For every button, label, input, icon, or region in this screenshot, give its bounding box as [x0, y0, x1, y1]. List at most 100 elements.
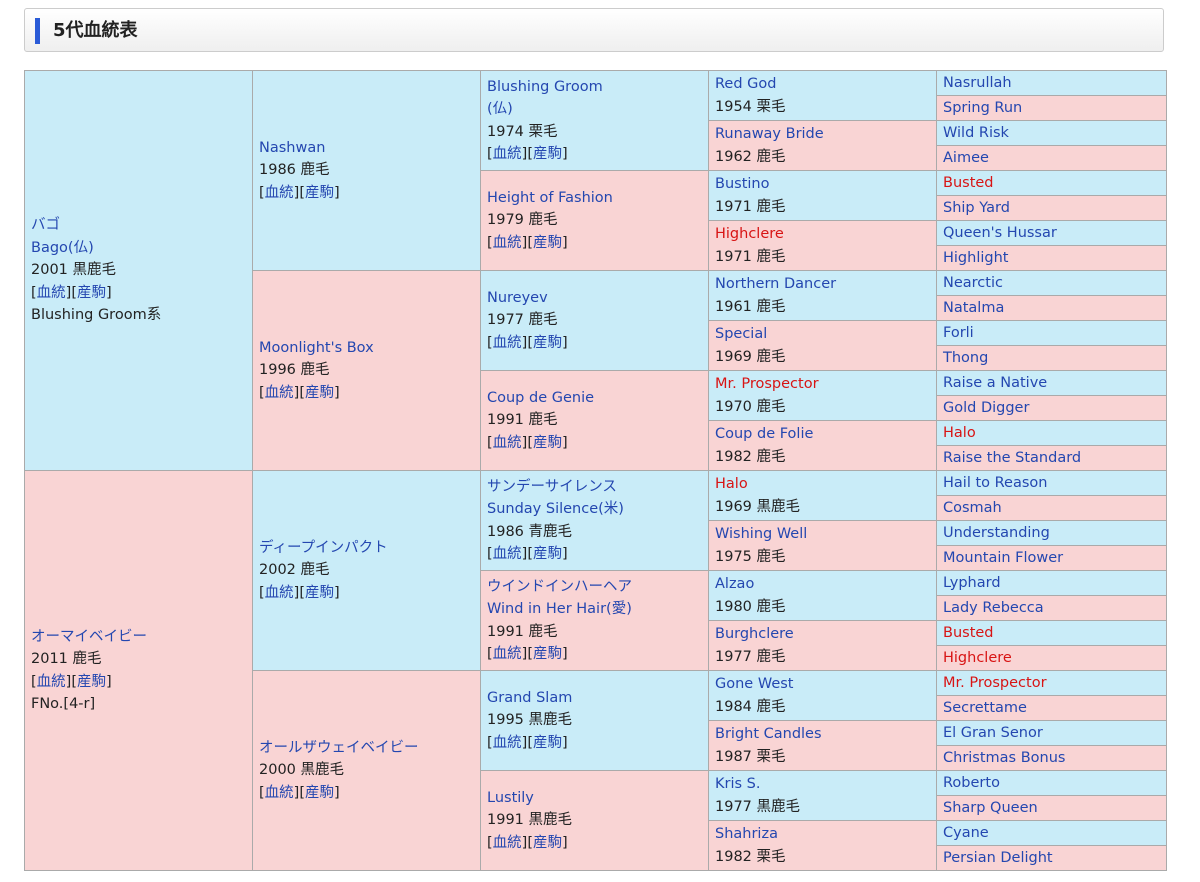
pedigree-cell: Wishing Well 1975 鹿毛 — [708, 520, 937, 571]
horse-name[interactable]: Nashwan — [259, 139, 326, 156]
horse-name[interactable]: Ship Yard — [943, 199, 1010, 216]
horse-name[interactable]: Lyphard — [943, 574, 1001, 591]
horse-name[interactable]: Gone West — [715, 676, 794, 692]
link[interactable]: 産駒 — [533, 646, 562, 662]
link[interactable]: 血統 — [36, 673, 66, 690]
link[interactable]: 血統 — [492, 546, 522, 562]
horse-name[interactable]: Shahriza — [715, 826, 778, 842]
horse-name[interactable]: Highclere — [943, 649, 1012, 666]
horse-name[interactable]: Sunday Silence(米) — [487, 501, 624, 517]
horse-name[interactable]: Mountain Flower — [943, 549, 1064, 566]
horse-name[interactable]: Mr. Prospector — [943, 674, 1047, 691]
horse-name[interactable]: Thong — [943, 349, 989, 366]
horse-name[interactable]: Queen's Hussar — [943, 224, 1057, 241]
horse-name[interactable]: Highlight — [943, 249, 1009, 266]
horse-name[interactable]: Bustino — [715, 176, 770, 192]
bracket: ][ — [521, 234, 533, 251]
horse-name[interactable]: Cosmah — [943, 499, 1002, 516]
link[interactable]: 血統 — [492, 146, 522, 162]
link[interactable]: 産駒 — [305, 584, 334, 601]
link[interactable]: 血統 — [264, 784, 294, 801]
horse-name[interactable]: ウインドインハーヘア — [487, 578, 632, 595]
horse-name[interactable]: Christmas Bonus — [943, 749, 1066, 766]
link[interactable]: 血統 — [264, 384, 294, 401]
link[interactable]: 産駒 — [533, 734, 562, 751]
link[interactable]: 産駒 — [533, 546, 562, 562]
horse-name[interactable]: Grand Slam — [487, 689, 573, 706]
pedigree-cell: Alzao 1980 鹿毛 — [708, 570, 937, 621]
link[interactable]: 血統 — [492, 734, 522, 751]
horse-name[interactable]: El Gran Senor — [943, 724, 1043, 741]
horse-name[interactable]: Raise the Standard — [943, 449, 1082, 466]
horse-name[interactable]: Nearctic — [943, 274, 1003, 291]
horse-name[interactable]: Busted — [943, 624, 994, 641]
horse-name[interactable]: Understanding — [943, 524, 1050, 541]
link[interactable]: 血統 — [492, 434, 522, 451]
horse-name[interactable]: Sharp Queen — [943, 799, 1038, 816]
horse-name[interactable]: Aimee — [943, 149, 989, 166]
horse-name[interactable]: Spring Run — [943, 99, 1023, 116]
horse-name[interactable]: Alzao — [715, 576, 755, 592]
link[interactable]: 産駒 — [533, 234, 562, 251]
horse-name[interactable]: Halo — [943, 424, 976, 441]
link[interactable]: 血統 — [492, 834, 522, 851]
horse-name[interactable]: Bago(仏) — [31, 239, 94, 256]
link[interactable]: 産駒 — [533, 334, 562, 351]
horse-name[interactable]: Wild Risk — [943, 124, 1009, 141]
horse-name[interactable]: バゴ — [31, 217, 60, 234]
horse-name[interactable]: Bright Candles — [715, 726, 822, 742]
link[interactable]: 産駒 — [305, 384, 334, 401]
link[interactable]: 産駒 — [77, 673, 106, 690]
horse-name[interactable]: Raise a Native — [943, 374, 1048, 391]
link[interactable]: 産駒 — [305, 184, 334, 201]
horse-name[interactable]: Moonlight's Box — [259, 339, 374, 356]
bracket: ] — [562, 546, 568, 562]
horse-name[interactable]: Coup de Genie — [487, 389, 595, 406]
horse-name[interactable]: Forli — [943, 324, 974, 341]
horse-name[interactable]: Hail to Reason — [943, 474, 1048, 491]
horse-name[interactable]: Lustily — [487, 789, 534, 806]
horse-name[interactable]: Secrettame — [943, 699, 1027, 716]
horse-name[interactable]: Wind in Her Hair(愛) — [487, 601, 632, 617]
link[interactable]: 血統 — [492, 646, 522, 662]
link[interactable]: 血統 — [492, 234, 522, 251]
horse-name[interactable]: Kris S. — [715, 776, 761, 792]
horse-name[interactable]: Special — [715, 326, 768, 342]
horse-name[interactable]: Runaway Bride — [715, 126, 824, 142]
horse-name[interactable]: Wishing Well — [715, 526, 808, 542]
horse-name[interactable]: Highclere — [715, 226, 784, 242]
horse-name[interactable]: Height of Fashion — [487, 189, 613, 206]
horse-name[interactable]: Blushing Groom — [487, 78, 603, 95]
horse-name[interactable]: サンデーサイレンス — [487, 478, 617, 495]
link[interactable]: 産駒 — [533, 434, 562, 451]
link[interactable]: 産駒 — [77, 284, 106, 301]
horse-name[interactable]: Mr. Prospector — [715, 376, 819, 392]
horse-name[interactable]: Persian Delight — [943, 849, 1053, 866]
horse-name[interactable]: Natalma — [943, 299, 1005, 316]
link[interactable]: 血統 — [492, 334, 522, 351]
horse-name[interactable]: Cyane — [943, 824, 989, 841]
link[interactable]: 血統 — [36, 284, 66, 301]
horse-name[interactable]: Lady Rebecca — [943, 599, 1044, 616]
link[interactable]: 産駒 — [533, 146, 562, 162]
horse-name[interactable]: ディープインパクト — [259, 539, 388, 556]
horse-name[interactable]: Roberto — [943, 774, 1000, 791]
horse-name[interactable]: Nureyev — [487, 289, 548, 306]
link[interactable]: 血統 — [264, 584, 294, 601]
horse-name[interactable]: Northern Dancer — [715, 276, 837, 292]
link[interactable]: 産駒 — [533, 834, 562, 851]
horse-name[interactable]: オーマイベイビー — [31, 628, 147, 645]
horse-name[interactable]: Red God — [715, 76, 777, 92]
horse-name[interactable]: Nasrullah — [943, 74, 1012, 91]
bracket: ] — [562, 434, 568, 451]
horse-name[interactable]: Burghclere — [715, 626, 794, 642]
horse-name[interactable]: オールザウェイベイビー — [259, 739, 419, 756]
horse-name[interactable]: Coup de Folie — [715, 426, 814, 442]
link[interactable]: 産駒 — [305, 784, 334, 801]
horse-name[interactable]: Gold Digger — [943, 399, 1030, 416]
link[interactable]: 血統 — [264, 184, 294, 201]
horse-name[interactable]: (仏) — [487, 101, 513, 117]
horse-name[interactable]: Halo — [715, 476, 748, 492]
bracket: [ — [487, 646, 493, 662]
horse-name[interactable]: Busted — [943, 174, 994, 191]
